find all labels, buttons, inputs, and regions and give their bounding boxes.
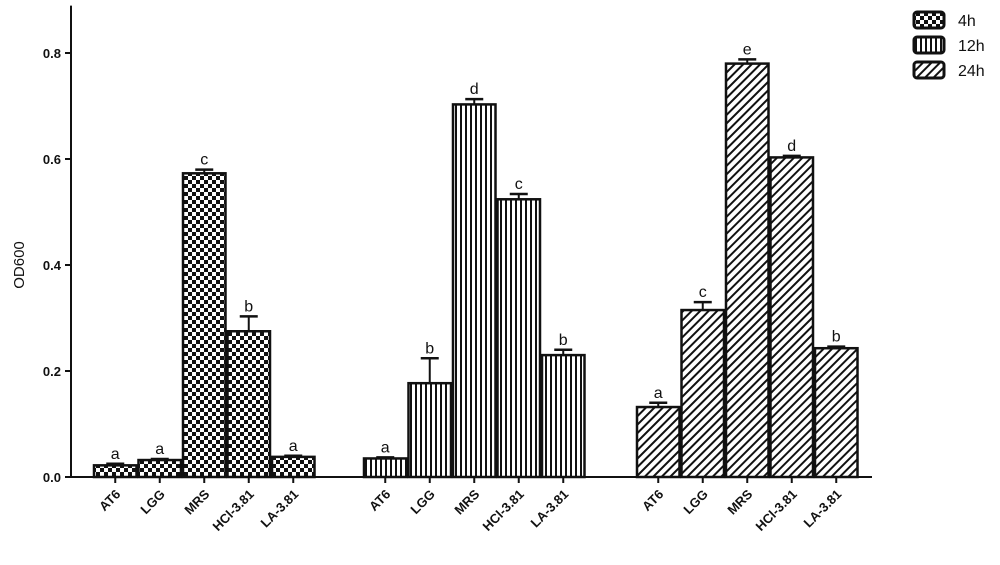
x-tick-label: HCl-3.81 [752,487,799,534]
bar [451,103,497,479]
bar [496,198,542,479]
x-tick-label: LGG [407,487,438,518]
significance-letter: a [654,385,663,402]
x-tick-label: LA-3.81 [528,487,572,531]
bar [813,346,859,479]
significance-letter: e [743,41,752,58]
x-tick-label: HCl-3.81 [209,487,256,534]
x-tick-label: MRS [181,486,212,517]
x-tick-label: AT6 [639,487,666,514]
x-tick-label: LA-3.81 [801,487,845,531]
legend-label: 4h [958,13,976,30]
x-tick-label: LA-3.81 [258,487,302,531]
legend-swatch [912,60,946,80]
significance-letter: a [289,438,298,455]
y-tick-label: 0.0 [43,470,61,485]
x-tick-label: LGG [137,487,168,518]
series-24h: a AT6 c LGG e MRS d HCl-3.81 b LA-3.81 [635,41,859,534]
bar [724,62,770,479]
legend-item: 24h [912,60,985,80]
significance-letter: b [559,332,568,349]
bar [226,330,272,479]
series-4h: a AT6 a LGG c MRS b HCl-3.81 a LA-3.81 [92,152,316,534]
legend-swatch [912,35,946,55]
bar [769,156,815,479]
significance-letter: d [787,138,796,155]
significance-letter: c [200,152,208,169]
bar [635,405,681,479]
significance-letter: a [111,446,120,463]
legend-label: 12h [958,38,985,55]
bar [137,458,183,479]
legend-label: 24h [958,63,985,80]
x-tick-label: AT6 [366,487,393,514]
legend-item: 12h [912,35,985,55]
y-tick-label: 0.8 [43,46,61,61]
significance-letter: c [515,176,523,193]
bar [407,381,453,479]
x-tick-label: LGG [680,487,711,518]
bar [540,353,586,479]
x-tick-label: MRS [451,486,482,517]
x-tick-label: HCl-3.81 [479,487,526,534]
y-tick-label: 0.4 [43,258,62,273]
bar [181,172,227,479]
significance-letter: b [425,340,434,357]
y-tick-label: 0.6 [43,152,61,167]
bar [362,457,408,479]
legend-swatch [912,10,946,30]
significance-letter: b [244,298,253,315]
x-tick-label: MRS [724,486,755,517]
significance-letter: b [832,329,841,346]
y-axis-label: OD600 [11,241,28,289]
bar [680,308,726,479]
significance-letter: a [155,441,164,458]
x-tick-label: AT6 [96,487,123,514]
y-tick-label: 0.2 [43,364,61,379]
significance-letter: c [699,284,707,301]
bar [92,464,138,479]
bar [270,455,316,479]
significance-letter: d [470,81,479,98]
legend-item: 4h [912,10,976,30]
significance-letter: a [381,439,390,456]
series-12h: a AT6 b LGG d MRS c HCl-3.81 b LA-3.81 [362,81,586,534]
